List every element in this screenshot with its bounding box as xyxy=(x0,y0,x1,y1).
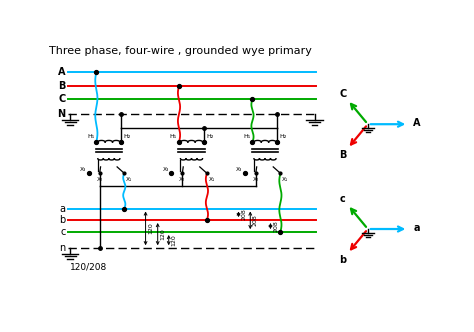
Text: X₁: X₁ xyxy=(209,177,215,182)
Text: 120: 120 xyxy=(171,234,176,246)
Text: H₁: H₁ xyxy=(243,134,250,139)
Text: 208: 208 xyxy=(241,208,246,220)
Text: H₂: H₂ xyxy=(280,134,287,139)
Text: X₁: X₁ xyxy=(126,177,132,182)
Text: X₁: X₁ xyxy=(282,177,288,182)
Text: 208: 208 xyxy=(253,214,258,226)
Text: N: N xyxy=(57,109,65,119)
Text: n: n xyxy=(59,243,65,253)
Text: H₁: H₁ xyxy=(170,134,177,139)
Text: c: c xyxy=(60,227,65,237)
Text: 120/208: 120/208 xyxy=(70,262,108,271)
Text: X₂: X₂ xyxy=(97,177,103,182)
Text: X₂: X₂ xyxy=(253,177,259,182)
Text: 120: 120 xyxy=(148,222,153,234)
Text: 208: 208 xyxy=(273,220,278,232)
Text: 120: 120 xyxy=(160,228,165,240)
Text: X₃: X₃ xyxy=(236,167,243,172)
Text: A: A xyxy=(58,67,65,77)
Text: a: a xyxy=(60,204,65,213)
Text: H₂: H₂ xyxy=(124,134,131,139)
Text: X₃: X₃ xyxy=(80,167,86,172)
Text: B: B xyxy=(339,150,346,160)
Text: H₁: H₁ xyxy=(87,134,94,139)
Text: X₃: X₃ xyxy=(163,167,169,172)
Text: C: C xyxy=(339,89,346,99)
Text: B: B xyxy=(58,81,65,91)
Text: c: c xyxy=(340,194,346,204)
Text: b: b xyxy=(339,255,346,265)
Text: C: C xyxy=(58,94,65,104)
Text: A: A xyxy=(413,118,421,128)
Text: X₂: X₂ xyxy=(179,177,185,182)
Text: Three phase, four-wire , grounded wye primary: Three phase, four-wire , grounded wye pr… xyxy=(49,46,312,56)
Text: H₂: H₂ xyxy=(206,134,213,139)
Text: b: b xyxy=(59,215,65,225)
Text: a: a xyxy=(414,223,420,233)
